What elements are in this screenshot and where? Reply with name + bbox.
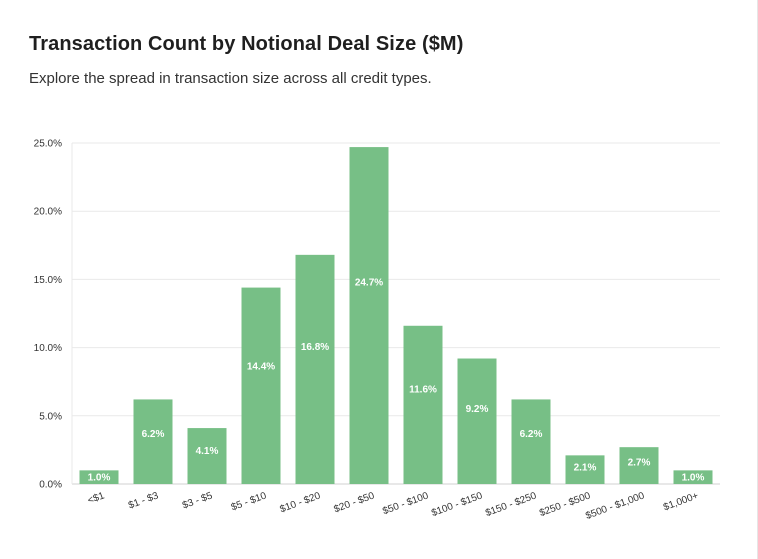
y-tick-label: 0.0% xyxy=(39,480,62,491)
x-tick-label: $3 - $5 xyxy=(181,490,214,511)
bar-data-label: 11.6% xyxy=(409,385,437,396)
y-tick-label: 5.0% xyxy=(39,411,62,422)
bar[interactable] xyxy=(295,254,335,484)
bar-data-label: 9.2% xyxy=(466,404,489,415)
y-tick-label: 15.0% xyxy=(34,275,62,286)
bar-data-label: 6.2% xyxy=(520,429,543,440)
x-tick-label: $100 - $150 xyxy=(430,490,484,519)
bar[interactable] xyxy=(187,428,227,484)
bar[interactable] xyxy=(673,470,713,484)
chart-title: Transaction Count by Notional Deal Size … xyxy=(29,33,464,55)
bar-data-label: 1.0% xyxy=(682,473,705,484)
bar[interactable] xyxy=(565,455,605,484)
bar[interactable] xyxy=(133,399,173,484)
bar[interactable] xyxy=(79,470,119,484)
bar-data-label: 24.7% xyxy=(355,277,383,288)
bar-data-label: 2.1% xyxy=(574,462,597,473)
x-tick-label: $50 - $100 xyxy=(381,490,430,517)
grid-layer xyxy=(71,142,720,485)
bar-data-label: 4.1% xyxy=(196,446,219,457)
y-tick-label: 20.0% xyxy=(34,207,62,218)
x-tick-label: $500 - $1,000 xyxy=(584,490,646,522)
x-tick-label: $10 - $20 xyxy=(279,490,323,515)
x-tick-label: $1 - $3 xyxy=(127,490,160,511)
x-tick-label: $5 - $10 xyxy=(230,490,269,513)
bar-data-label: 6.2% xyxy=(142,429,165,440)
x-tick-label: $250 - $500 xyxy=(538,490,592,519)
bar[interactable] xyxy=(349,147,389,485)
chart-subtitle: Explore the spread in transaction size a… xyxy=(29,70,432,87)
bar-data-label: 2.7% xyxy=(628,457,651,468)
bar[interactable] xyxy=(457,358,497,484)
y-tick-label: 10.0% xyxy=(34,343,62,354)
bar[interactable] xyxy=(511,399,551,484)
x-tick-label: <$1 xyxy=(86,490,106,506)
bar-data-label: 16.8% xyxy=(301,342,329,353)
x-tick-label: $20 - $50 xyxy=(333,490,377,515)
x-tick-label: $150 - $250 xyxy=(484,490,538,519)
bar-layer xyxy=(79,147,713,485)
bar[interactable] xyxy=(241,287,281,484)
bar[interactable] xyxy=(619,447,659,484)
bar[interactable] xyxy=(403,325,443,484)
y-tick-label: 25.0% xyxy=(34,139,62,150)
x-tick-label: $1,000+ xyxy=(662,490,700,513)
bar-data-label: 14.4% xyxy=(247,362,275,373)
bar-data-label: 1.0% xyxy=(88,473,111,484)
